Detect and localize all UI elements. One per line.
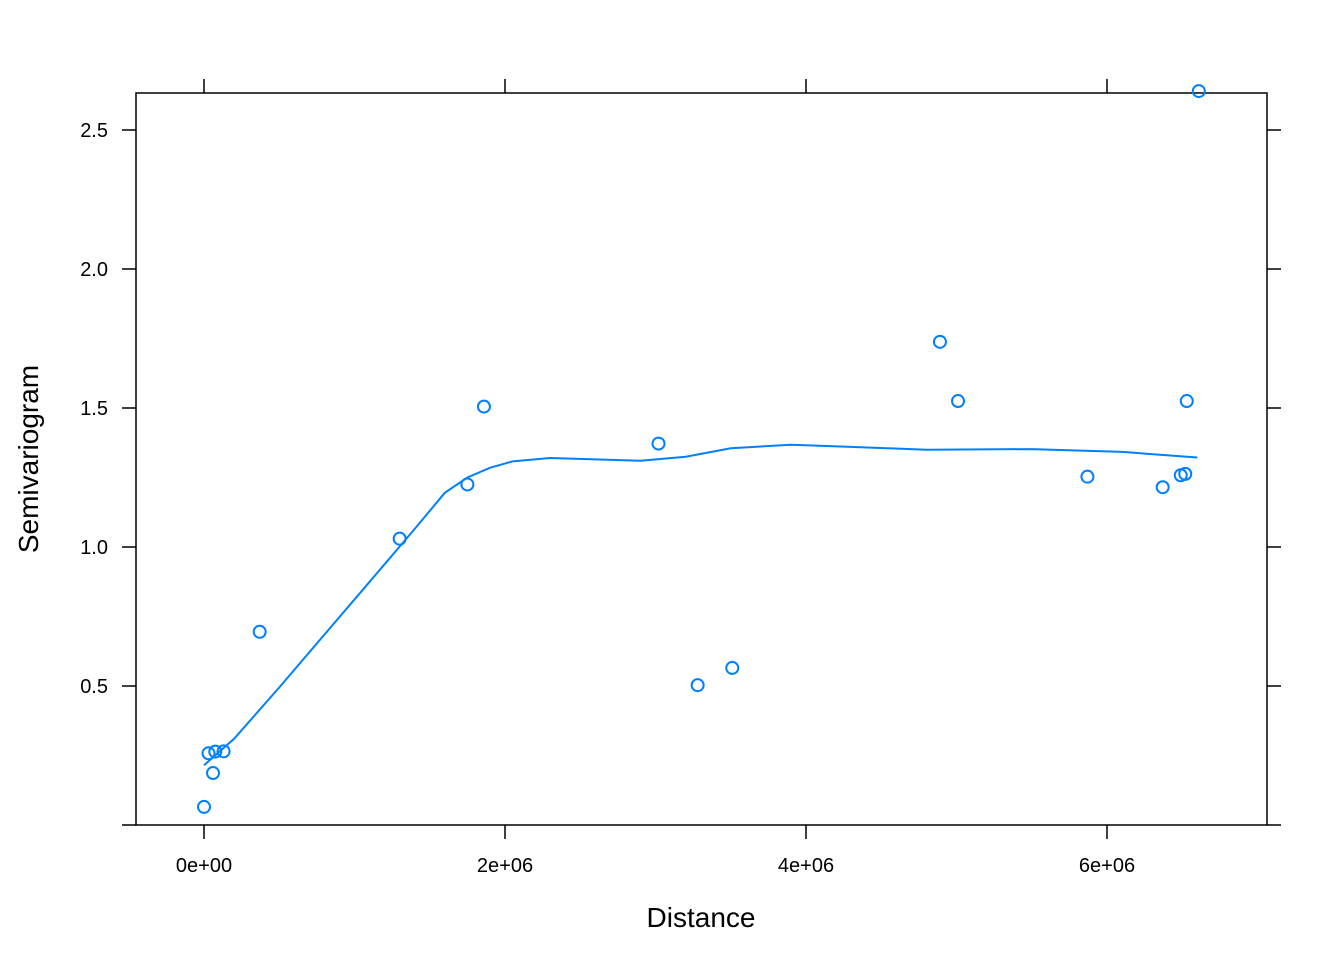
data-point — [725, 660, 740, 675]
y-tick-label: 0.5 — [80, 676, 108, 698]
y-tick-label: 2.0 — [80, 259, 108, 281]
data-point — [1191, 84, 1206, 99]
plot-frame — [135, 92, 1268, 826]
data-point — [1080, 469, 1095, 484]
y-tick-label: 1.5 — [80, 398, 108, 420]
x-axis-title: Distance — [647, 902, 756, 933]
data-point — [197, 799, 211, 814]
y-axis-right — [1267, 129, 1281, 826]
x-tick-label: 6e+06 — [1079, 855, 1135, 877]
data-point — [201, 746, 216, 761]
data-point — [208, 744, 223, 759]
x-axis-bottom: 0e+00 2e+06 4e+06 6e+06 — [176, 825, 1135, 877]
x-axis-top — [203, 79, 1108, 93]
data-point — [932, 334, 947, 349]
data-point — [651, 436, 666, 451]
data-point — [392, 531, 407, 546]
x-tick-label: 0e+00 — [176, 855, 232, 877]
data-points — [197, 84, 1206, 814]
y-axis-left: 0.5 1.0 1.5 2.0 2.5 — [80, 120, 136, 826]
data-point — [460, 477, 475, 492]
data-point — [206, 766, 221, 781]
data-point — [1179, 394, 1194, 409]
data-point — [476, 399, 491, 414]
y-axis-title: Semivariogram — [13, 365, 44, 553]
data-point — [1155, 480, 1170, 495]
data-point — [216, 744, 231, 759]
smooth-trend-line — [203, 443, 1198, 766]
y-tick-label: 1.0 — [80, 537, 108, 559]
data-point — [252, 624, 267, 639]
x-tick-label: 2e+06 — [477, 855, 533, 877]
y-tick-label: 2.5 — [80, 120, 108, 142]
data-point — [690, 678, 705, 693]
data-point — [1178, 466, 1193, 481]
x-tick-label: 4e+06 — [778, 855, 834, 877]
plot-area — [197, 84, 1206, 814]
data-point — [951, 394, 966, 409]
